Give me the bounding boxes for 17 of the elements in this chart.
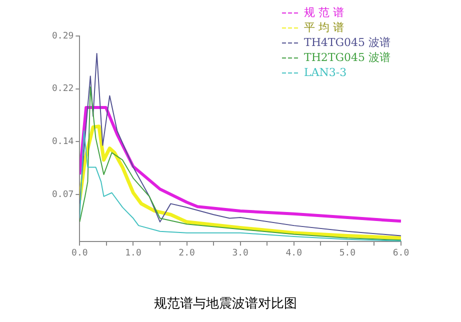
- legend-label: TH2TG045 波谱: [304, 50, 391, 64]
- legend-label: TH4TG045 波谱: [304, 36, 391, 49]
- x-tick-label: 3.0: [232, 248, 248, 258]
- x-tick-label: 0.0: [72, 248, 88, 258]
- x-tick-label: 2.0: [178, 248, 195, 258]
- y-tick-label: 0.14: [52, 137, 74, 148]
- legend-label: LAN3-3: [304, 66, 347, 79]
- x-tick-label: 4.0: [286, 248, 302, 258]
- text: 规范谱与地震波谱对比图: [154, 296, 297, 312]
- x-tick-label: 1.0: [125, 248, 142, 258]
- y-tick-label: 0.07: [52, 190, 74, 200]
- legend-label: 规 范 谱: [304, 6, 344, 19]
- y-tick-label: 0.29: [52, 31, 74, 42]
- x-tick-label: 6.0: [392, 248, 410, 258]
- y-tick-label: 0.22: [52, 84, 74, 94]
- legend-label: 平 均 谱: [304, 20, 344, 34]
- x-tick-label: 5.0: [339, 248, 356, 258]
